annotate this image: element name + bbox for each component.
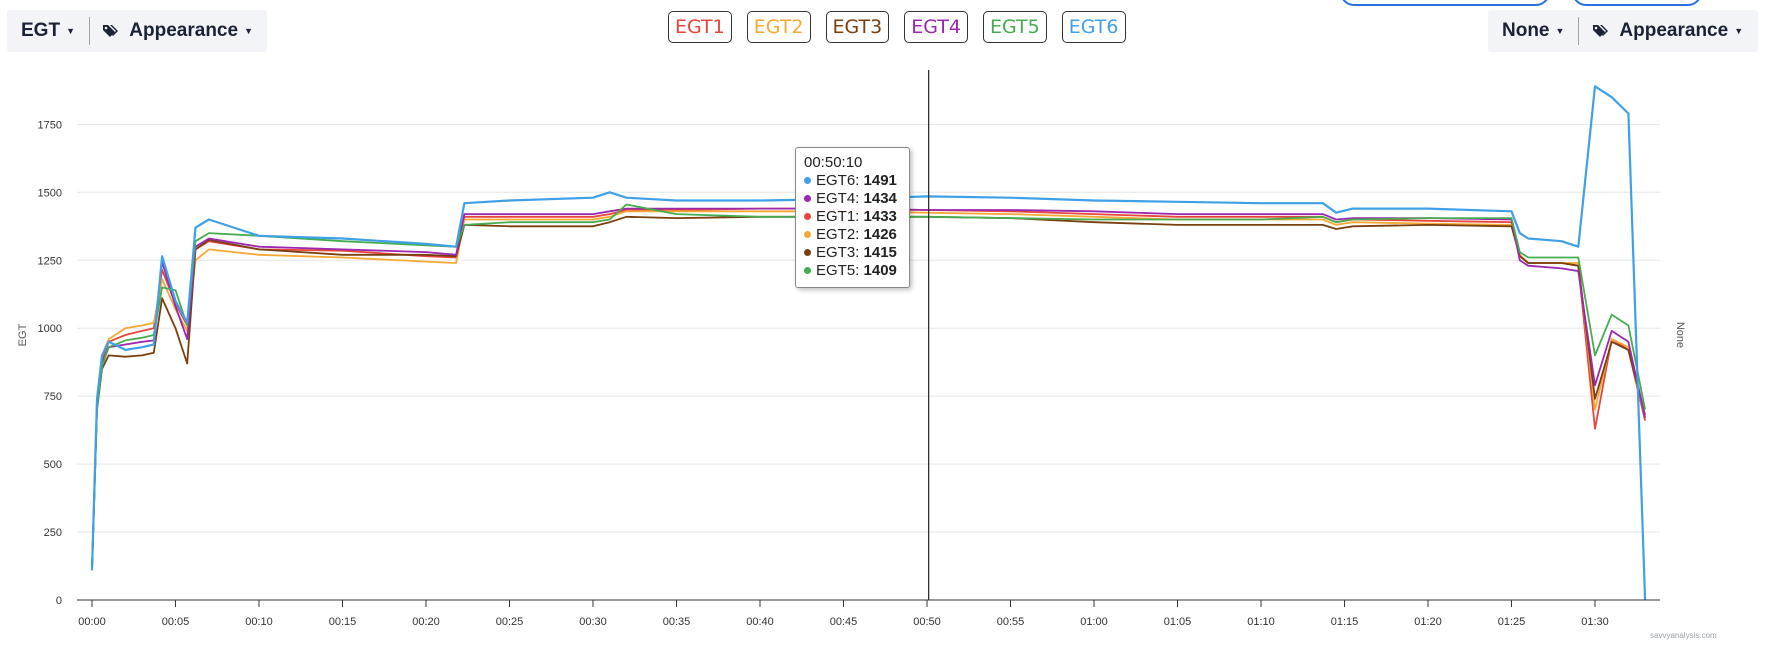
caret-down-icon: ▼ [66,26,75,36]
tooltip-row: EGT5: 1409 [804,262,909,280]
caret-down-icon: ▼ [1734,26,1744,36]
right-appearance-label: Appearance [1619,20,1729,41]
watermark: savvyanalysis.com [1650,631,1717,640]
tooltip-series-value: 1409 [863,262,897,279]
x-tick-label: 00:20 [412,616,440,628]
tooltip-row: EGT4: 1434 [804,190,909,208]
x-tick-label: 01:20 [1414,616,1442,628]
series-line-egt5 [91,203,1646,571]
right-axis-toolbar: None ▼ Appearance ▼ [1488,10,1758,52]
x-tick-label: 01:10 [1247,616,1275,628]
tooltip-series-label: EGT6: [816,172,864,189]
tooltip-row: EGT1: 1433 [804,208,909,226]
series-legend: EGT1 EGT2 EGT3 EGT4 EGT5 EGT6 [668,11,1141,43]
x-tick-label: 00:10 [245,616,273,628]
tooltip-series-label: EGT5: [816,262,864,279]
tooltip-rows: EGT6: 1491 EGT4: 1434 EGT1: 1433 EGT2: 1426… [804,172,909,280]
x-tick-label: 00:45 [830,616,858,628]
y-axis-label: EGT [17,323,29,346]
tooltip-series-label: EGT2: [816,226,864,243]
y-tick-label: 1250 [38,255,62,267]
x-tick-label: 01:15 [1331,616,1359,628]
chart-tooltip: 00:50:10 EGT6: 1491 EGT4: 1434 EGT1: 1433 E… [795,147,910,288]
toggle-egt3[interactable]: EGT3 [825,11,890,43]
tags-icon [103,25,119,37]
tooltip-series-value: 1434 [863,190,897,207]
x-tick-label: 01:00 [1080,616,1108,628]
x-tick-label: 00:15 [329,616,357,628]
x-tick-label: 01:05 [1164,616,1192,628]
x-tick-label: 00:05 [162,616,190,628]
tags-icon [1593,25,1609,37]
tooltip-time: 00:50:10 [804,154,863,171]
toolbar-divider [1578,17,1580,45]
tooltip-series-label: EGT1: [816,208,864,225]
legend-dot-icon [804,195,811,202]
tooltip-series-value: 1433 [863,208,897,225]
tooltip-series-value: 1426 [863,226,897,243]
tooltip-series-value: 1415 [863,244,897,261]
left-axis-select-label: EGT [21,20,61,41]
legend-dot-icon [804,267,811,274]
right-axis-select[interactable]: None ▼ [1488,20,1578,42]
left-appearance-button[interactable]: Appearance ▼ [89,20,267,42]
x-tick-label: 00:25 [496,616,524,628]
y-tick-label: 750 [44,391,62,403]
caret-down-icon: ▼ [1555,26,1565,36]
toggle-egt2[interactable]: EGT2 [746,11,811,43]
x-tick-label: 00:50 [913,616,941,628]
y-tick-label: 250 [44,527,62,539]
y-tick-label: 0 [56,595,62,607]
x-tick-label: 00:55 [997,616,1025,628]
series-lines [90,85,1647,601]
toggle-egt6[interactable]: EGT6 [1061,11,1126,43]
legend-dot-icon [804,249,811,256]
x-tick-label: 00:40 [746,616,774,628]
series-line-egt3 [91,215,1646,571]
toggle-egt1[interactable]: EGT1 [668,11,732,43]
toggle-egt4[interactable]: EGT4 [904,11,968,43]
legend-dot-icon [804,231,811,238]
series-line-egt2 [91,210,1646,571]
legend-dot-icon [804,213,811,220]
x-tick-label: 00:30 [579,616,607,628]
right-axis-select-label: None [1502,20,1550,41]
y-tick-label: 1500 [38,187,62,199]
x-tick-label: 01:25 [1498,616,1526,628]
x-axis-ticks: 00:00 00:05 00:10 00:15 00:20 00:25 00:30 00:35… [78,600,1609,628]
right-appearance-button[interactable]: Appearance ▼ [1579,20,1757,42]
caret-down-icon: ▼ [244,26,253,36]
x-tick-label: 00:35 [663,616,691,628]
legend-dot-icon [804,177,811,184]
y-axis-ticks: 0 250 500 750 1000 1250 1500 1750 [38,119,62,607]
x-tick-label: 00:00 [78,616,106,628]
y-tick-label: 500 [44,459,62,471]
toggle-egt5[interactable]: EGT5 [983,11,1047,43]
left-axis-select[interactable]: EGT ▼ [7,20,89,42]
tooltip-row: EGT2: 1426 [804,226,909,244]
tooltip-series-value: 1491 [863,172,897,189]
y2-axis-label: None [1674,322,1686,348]
series-line-egt6 [90,85,1647,601]
tooltip-row: EGT6: 1491 [804,172,909,190]
tooltip-series-label: EGT4: [816,190,864,207]
left-appearance-label: Appearance [129,20,239,41]
tooltip-row: EGT3: 1415 [804,244,909,262]
left-axis-toolbar: EGT ▼ Appearance ▼ [7,10,267,52]
y-tick-label: 1000 [38,323,62,335]
y-tick-label: 1750 [38,119,62,131]
tooltip-series-label: EGT3: [816,244,864,261]
x-tick-label: 01:30 [1581,616,1609,628]
